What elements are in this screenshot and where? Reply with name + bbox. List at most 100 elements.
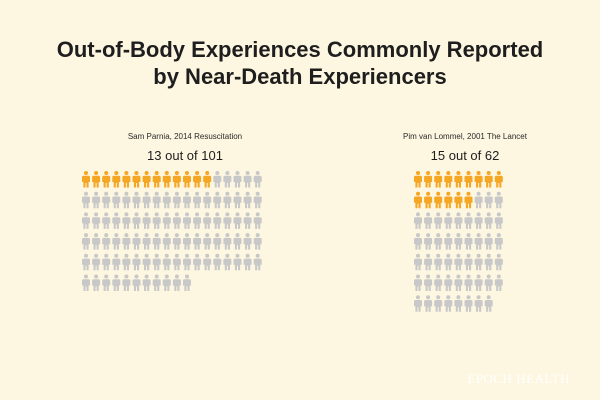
panel-parnia: Sam Parnia, 2014 Resuscitation 13 out of…	[60, 131, 310, 164]
person-icon	[92, 171, 101, 188]
person-icon	[162, 212, 171, 229]
person-icon	[474, 253, 483, 271]
person-icon	[152, 212, 161, 229]
person-icon	[122, 274, 131, 291]
person-icon	[213, 233, 222, 250]
person-icon	[243, 233, 252, 250]
person-icon	[484, 191, 493, 209]
person-icon	[92, 274, 101, 291]
person-icon	[484, 212, 493, 229]
person-icon	[464, 212, 473, 229]
person-icon	[494, 253, 503, 271]
person-icon	[142, 171, 151, 188]
person-icon	[102, 233, 111, 250]
person-icon	[193, 253, 202, 271]
chart-title-line-2: by Near-Death Experiencers	[153, 64, 447, 89]
person-icon	[152, 274, 161, 291]
person-icon	[414, 171, 422, 188]
person-icon	[434, 191, 443, 209]
person-icon	[132, 212, 141, 229]
person-icon	[444, 212, 453, 229]
person-icon	[243, 171, 252, 188]
person-icon	[172, 274, 181, 291]
person-icon	[183, 274, 191, 291]
person-icon	[122, 253, 131, 271]
person-icon	[253, 171, 262, 188]
person-icon	[92, 253, 101, 271]
person-icon	[474, 295, 483, 312]
person-icon	[454, 253, 463, 271]
person-icon	[424, 274, 433, 291]
person-icon	[454, 233, 463, 250]
person-icon	[213, 212, 222, 229]
person-icon	[464, 171, 473, 188]
person-icon	[132, 233, 141, 250]
person-icon	[233, 233, 242, 250]
person-icon	[464, 274, 473, 291]
person-icon	[414, 233, 422, 250]
person-icon	[102, 212, 111, 229]
person-icon	[102, 253, 111, 271]
person-icon	[112, 253, 121, 271]
person-icon	[172, 212, 181, 229]
person-icon	[152, 233, 161, 250]
person-icon	[434, 233, 443, 250]
person-icon	[474, 171, 483, 188]
person-icon	[424, 191, 433, 209]
person-icon	[223, 253, 232, 271]
person-icon	[82, 191, 90, 209]
person-icon	[494, 274, 503, 291]
person-icon	[203, 171, 212, 188]
person-icon	[223, 212, 232, 229]
person-icon	[454, 171, 463, 188]
chart-title-line-1: Out-of-Body Experiences Commonly Reporte…	[56, 37, 544, 62]
person-icon	[223, 191, 232, 209]
person-icon	[253, 191, 262, 209]
person-icon	[122, 212, 131, 229]
person-icon	[102, 274, 111, 291]
person-icon	[424, 253, 433, 271]
person-icon	[444, 171, 453, 188]
person-icon	[424, 212, 433, 229]
person-icon	[183, 233, 191, 250]
person-icon	[82, 274, 90, 291]
person-icon	[454, 212, 463, 229]
person-icon	[434, 171, 443, 188]
person-icon	[193, 171, 202, 188]
person-icon	[253, 233, 262, 250]
person-icon	[434, 253, 443, 271]
person-icon	[82, 253, 90, 271]
chart-title: Out-of-Body Experiences Commonly Reporte…	[0, 36, 600, 90]
person-icon	[454, 191, 463, 209]
person-icon	[112, 233, 121, 250]
person-icon	[193, 233, 202, 250]
person-icon	[152, 253, 161, 271]
person-icon	[424, 171, 433, 188]
study-label: Sam Parnia, 2014 Resuscitation	[127, 132, 243, 141]
stat-label: 15 out of 62	[430, 148, 500, 163]
person-icon	[193, 212, 202, 229]
stat-label: 13 out of 101	[147, 148, 223, 163]
person-icon	[454, 295, 463, 312]
person-icon	[172, 233, 181, 250]
person-icon	[474, 233, 483, 250]
person-icon	[132, 274, 141, 291]
person-icon	[122, 171, 131, 188]
person-icon	[494, 171, 503, 188]
person-icon	[142, 212, 151, 229]
person-icon	[172, 191, 181, 209]
person-icon	[444, 233, 453, 250]
person-icon	[243, 212, 252, 229]
person-icon	[183, 253, 191, 271]
person-icon	[414, 274, 422, 291]
person-icon	[162, 191, 171, 209]
person-icon	[172, 171, 181, 188]
person-icon	[183, 212, 191, 229]
person-icon	[474, 212, 483, 229]
person-icon	[464, 295, 473, 312]
person-icon	[112, 274, 121, 291]
pictogram-van-lommel	[414, 171, 503, 312]
person-icon	[434, 295, 443, 312]
brand-logo: EPOCH HEALTH	[467, 371, 570, 386]
pictogram-parnia	[82, 171, 262, 291]
